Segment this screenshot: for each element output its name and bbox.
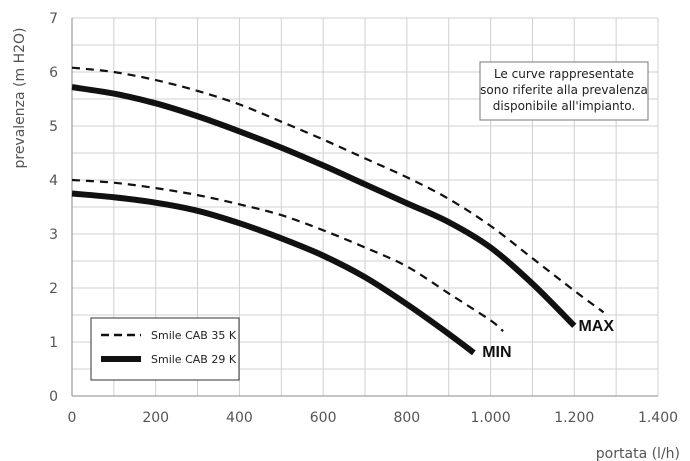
legend-label-29k: Smile CAB 29 K — [151, 353, 237, 366]
x-tick-label: 400 — [226, 410, 253, 426]
y-tick-labels: 0 1 2 3 4 5 6 7 — [49, 11, 58, 405]
legend-label-35k: Smile CAB 35 K — [151, 329, 237, 342]
x-tick-label: 1.400 — [638, 410, 678, 426]
x-tick-labels: 0 200 400 600 800 1.000 1.200 1.400 — [68, 410, 679, 426]
y-tick-label: 6 — [49, 65, 58, 81]
x-tick-label: 800 — [393, 410, 420, 426]
x-tick-label: 1.200 — [554, 410, 594, 426]
x-axis-label: portata (l/h) — [596, 446, 680, 461]
note-line-1: Le curve rappresentate — [494, 67, 634, 81]
note-line-2: sono riferite alla prevalenza — [480, 83, 648, 97]
chart-series — [71, 66, 605, 356]
note-box: Le curve rappresentate sono riferite all… — [479, 61, 649, 121]
series-line-cab-29k-min — [71, 190, 476, 356]
curve-label-min: MIN — [482, 344, 511, 361]
y-tick-label: 1 — [49, 335, 58, 351]
y-axis-label: prevalenza (m H2O) — [12, 27, 28, 168]
x-tick-label: 200 — [142, 410, 169, 426]
x-tick-label: 600 — [310, 410, 337, 426]
y-tick-label: 0 — [49, 389, 58, 405]
y-tick-label: 4 — [49, 173, 58, 189]
legend: Smile CAB 35 K Smile CAB 29 K — [90, 317, 240, 381]
legend-box — [90, 317, 240, 381]
x-tick-label: 0 — [68, 410, 77, 426]
y-tick-label: 2 — [49, 281, 58, 297]
series-line-cab-35k-max — [71, 66, 605, 314]
y-tick-label: 3 — [49, 227, 58, 243]
curve-labels: MAX MIN — [482, 318, 614, 361]
note-box-border — [479, 61, 649, 121]
y-tick-label: 5 — [49, 119, 58, 135]
series-line-cab-29k-max — [71, 84, 577, 328]
note-line-3: disponibile all'impianto. — [493, 99, 636, 113]
curve-label-max: MAX — [578, 318, 614, 335]
y-tick-label: 7 — [49, 11, 58, 27]
x-tick-label: 1.000 — [471, 410, 511, 426]
